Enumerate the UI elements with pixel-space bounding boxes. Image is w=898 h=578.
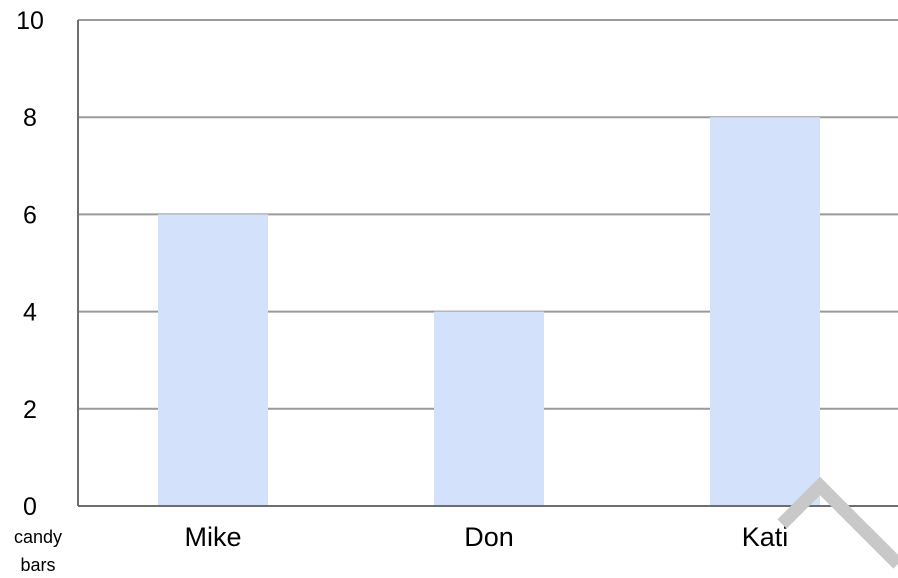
bar-kati (710, 117, 820, 506)
y-tick-label-8: 8 (23, 104, 37, 132)
category-label-don: Don (464, 522, 514, 552)
y-tick-labels: 0 2 4 6 8 10 (16, 7, 44, 521)
y-unit-label-line-2: bars (20, 555, 55, 575)
y-tick-label-10: 10 (16, 7, 44, 35)
bar-mike (158, 214, 268, 506)
bar-don (434, 311, 544, 506)
category-label-kati: Kati (742, 522, 789, 552)
y-unit-label-line-1: candy (14, 527, 62, 547)
y-tick-label-0: 0 (23, 493, 37, 521)
y-tick-label-2: 2 (23, 396, 37, 424)
axes (77, 20, 898, 507)
bars (158, 117, 820, 506)
y-tick-label-6: 6 (23, 201, 37, 229)
corner-chevron-mark (777, 476, 898, 569)
category-labels: Mike Don Kati (184, 522, 788, 552)
category-label-mike: Mike (184, 522, 241, 552)
y-tick-label-4: 4 (23, 299, 37, 327)
